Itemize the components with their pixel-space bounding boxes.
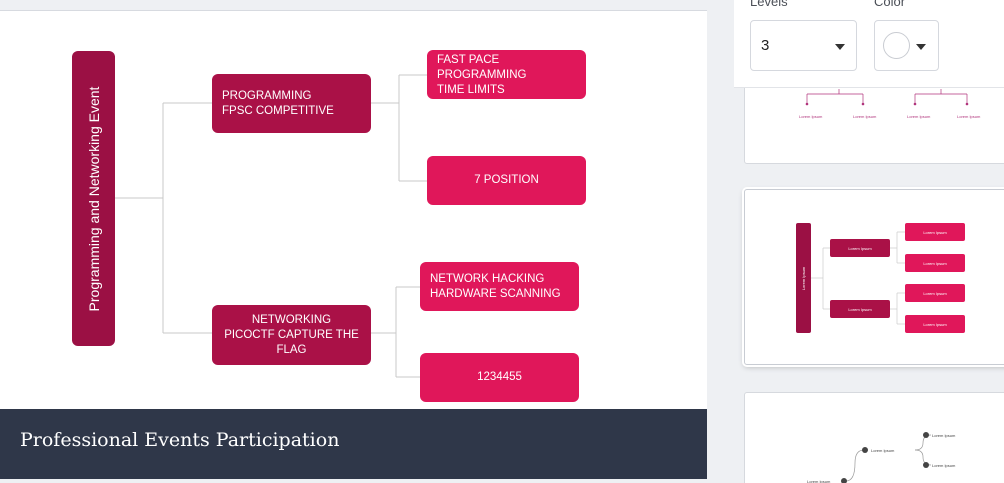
leaf-node-label: FAST PACE PROGRAMMING TIME LIMITS [437, 54, 527, 96]
thumbnail-dot [923, 432, 929, 438]
thumbnail-leaf-node: Lorem Ipsum [905, 284, 965, 302]
thumbnail-label: Lorem Ipsum [907, 114, 931, 119]
color-label: Color [874, 0, 906, 9]
thumbnail-label: Lorem Ipsum [848, 245, 872, 251]
template-thumbnail-2[interactable]: Lorem Ipsum Lorem Ipsum Lorem Ipsum Lore… [744, 189, 1004, 365]
thumbnail-dot [862, 447, 868, 453]
thumbnail-connectors [811, 231, 905, 325]
thumbnail-connectors [845, 434, 932, 482]
thumbnail-dot [923, 462, 929, 468]
thumbnail-root-node: Lorem Ipsum [796, 223, 811, 333]
thumbnail-label: Lorem Ipsum [871, 448, 895, 453]
leaf-node-label: NETWORK HACKING HARDWARE SCANNING [430, 272, 561, 300]
levels-select[interactable]: 3 [750, 20, 857, 71]
branch-node-label: NETWORKING PICOCTF CAPTURE THE FLAG [224, 313, 359, 356]
thumbnail-label: Lorem Ipsum [932, 463, 956, 468]
thumbnail-label: Lorem Ipsum [932, 433, 956, 438]
thumbnail-branch-node: Lorem Ipsum [830, 300, 890, 318]
leaf-node-position[interactable]: 7 POSITION [427, 156, 586, 205]
root-node[interactable]: Programming and Networking Event [72, 51, 115, 346]
leaf-node-number[interactable]: 1234455 [420, 353, 579, 402]
slide-footer-title[interactable]: Professional Events Participation [20, 429, 340, 451]
controls-bar: Levels Color 3 [734, 0, 1004, 88]
connector-lines [115, 74, 427, 378]
root-node-label: Programming and Networking Event [85, 86, 102, 311]
color-select[interactable] [874, 20, 939, 71]
levels-label: Levels [750, 0, 788, 9]
levels-value: 3 [761, 37, 770, 54]
thumbnail-label: Lorem Ipsum [923, 321, 947, 327]
thumbnail-leaf-node: Lorem Ipsum [905, 315, 965, 333]
thumbnail-label: Lorem Ipsum [957, 114, 981, 119]
branch-node-label: PROGRAMMING FPSC COMPETITIVE [222, 89, 334, 117]
thumbnail-label: Lorem Ipsum [799, 114, 823, 119]
thumbnail-label: Lorem Ipsum [923, 260, 947, 266]
slide-canvas[interactable]: Programming and Networking Event PROGRAM… [0, 10, 707, 479]
leaf-node-label: 7 POSITION [474, 174, 539, 186]
thumbnail-branch-node: Lorem Ipsum [830, 239, 890, 257]
chevron-down-icon [835, 44, 845, 50]
thumbnail-connectors [805, 89, 969, 106]
leaf-node-network-hacking[interactable]: NETWORK HACKING HARDWARE SCANNING [420, 262, 579, 311]
thumbnail-dot [841, 478, 847, 483]
thumbnail-label: Lorem Ipsum [853, 114, 877, 119]
slide-footer: Professional Events Participation [0, 409, 707, 479]
leaf-node-fast-pace[interactable]: FAST PACE PROGRAMMING TIME LIMITS [427, 50, 586, 99]
template-thumbnail-3[interactable]: Lorem Ipsum Lorem Ipsum Lorem Ipsum Lore… [744, 392, 1004, 483]
chevron-down-icon [916, 44, 926, 50]
thumbnail-label: Lorem Ipsum [801, 266, 806, 290]
branch-node-networking[interactable]: NETWORKING PICOCTF CAPTURE THE FLAG [212, 305, 371, 365]
thumbnail-label: Lorem Ipsum [923, 290, 947, 296]
thumbnail-label: Lorem Ipsum [807, 479, 831, 483]
color-swatch [883, 32, 910, 59]
thumbnail-leaf-node: Lorem Ipsum [905, 223, 965, 241]
leaf-node-label: 1234455 [477, 371, 522, 383]
template-panel: Lorem Ipsum Lorem Ipsum Lorem Ipsum Lore… [734, 0, 1004, 483]
branch-node-programming[interactable]: PROGRAMMING FPSC COMPETITIVE [212, 74, 371, 133]
thumbnail-label: Lorem Ipsum [848, 306, 872, 312]
thumbnail-label: Lorem Ipsum [923, 229, 947, 235]
thumbnail-leaf-node: Lorem Ipsum [905, 254, 965, 272]
